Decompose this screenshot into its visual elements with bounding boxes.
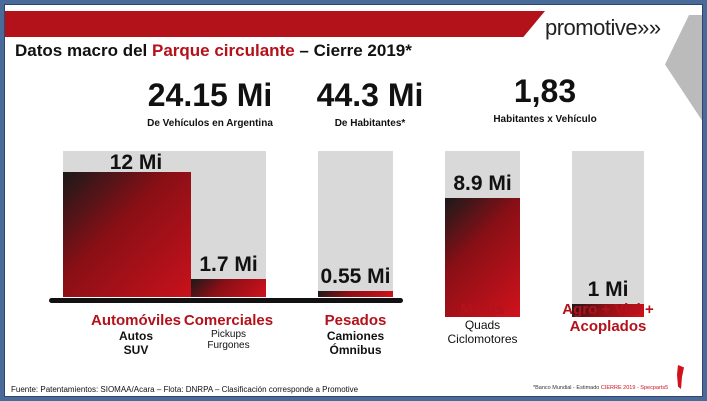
decorative-band: [665, 15, 702, 125]
bar-fill: [445, 197, 520, 317]
bar-fill: [318, 291, 393, 297]
data-label: 12 Mi: [109, 151, 163, 174]
argentina-map-icon: [677, 365, 684, 389]
subcategory: Camiones: [326, 329, 385, 343]
stat-ratio: 1,83 Habitantes x Vehículo: [470, 73, 620, 127]
category-name: Automóviles: [90, 312, 181, 329]
title-prefix: Datos macro del: [15, 41, 152, 60]
subcategory: Pickups: [210, 329, 246, 340]
page-title: Datos macro del Parque circulante – Cier…: [15, 41, 412, 61]
stat-value: 24.15 Mi: [147, 77, 273, 113]
subcategory: SUV: [123, 343, 149, 357]
promotive-logo: promotive»»: [545, 15, 661, 40]
stat-value: 44.3 Mi: [316, 77, 424, 113]
slide: promotive»» Datos macro del Parque circu…: [4, 4, 703, 397]
category-label: Automóviles Autos SUV: [71, 312, 201, 357]
stat-inhabitants: 44.3 Mi De Habitantes*: [305, 77, 435, 131]
category-name: Motos: [460, 301, 505, 318]
category-label: Comerciales Pickups Furgones: [164, 312, 294, 351]
data-label: 1.7 Mi: [199, 253, 258, 277]
data-label: 8.9 Mi: [453, 171, 512, 195]
category-label: Agro + Vial + Acoplados: [543, 301, 673, 335]
title-suffix: – Cierre 2019*: [294, 41, 412, 60]
bar-2: 0.55 Mi: [318, 151, 393, 297]
source-footnote: Fuente: Patentamientos: SIOMAA/Acara – F…: [11, 385, 359, 394]
stat-label: De Vehículos en Argentina: [147, 118, 273, 129]
category-name: Agro + Vial + Acoplados: [562, 301, 654, 335]
data-label: 0.55 Mi: [320, 265, 391, 289]
title-highlight: Parque circulante: [152, 41, 295, 60]
subcategory: Ómnibus: [329, 343, 382, 357]
group-bracket: [49, 298, 403, 303]
stat-label: Habitantes x Vehículo: [493, 114, 597, 125]
subcategory: Autos: [119, 329, 153, 343]
bar-1: 1.7 Mi: [191, 151, 266, 297]
stat-vehicles: 24.15 Mi De Vehículos en Argentina: [140, 77, 280, 131]
stat-value: 1,83: [513, 73, 577, 109]
bar-0: 12 Mi: [63, 151, 209, 297]
data-label: 1 Mi: [587, 277, 629, 301]
category-name: Pesados: [324, 312, 387, 329]
subcategory: Quads: [464, 318, 501, 332]
bar-3: 8.9 Mi: [445, 151, 520, 317]
note-highlight: CIERRE 2019 - Specparts5: [600, 385, 669, 391]
header-band: [5, 11, 545, 37]
bar-4: 1 Mi: [572, 151, 644, 317]
subcategory: Ciclomotores: [447, 332, 518, 346]
stat-label: De Habitantes*: [334, 118, 406, 129]
category-label: Pesados Camiones Ómnibus: [291, 312, 421, 357]
note-prefix: *Banco Mundial - Estimado: [533, 385, 601, 391]
note-footnote: *Banco Mundial - Estimado CIERRE 2019 - …: [533, 385, 668, 391]
bar-fill: [572, 303, 644, 317]
subcategory: Furgones: [207, 340, 250, 351]
category-label: Motos Quads Ciclomotores: [418, 301, 548, 346]
category-name: Comerciales: [183, 312, 274, 329]
bar-fill: [191, 279, 266, 297]
bar-fill: [63, 171, 209, 297]
